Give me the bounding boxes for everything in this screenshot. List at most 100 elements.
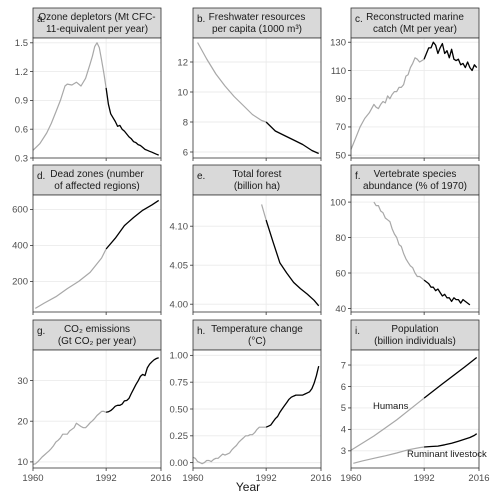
panel-border-h <box>192 349 322 469</box>
annotation-humans: Humans <box>373 401 409 412</box>
panel-letter-a: a. <box>37 14 45 25</box>
strip-e <box>192 164 322 196</box>
panel-letter-g: g. <box>37 326 45 337</box>
y-tick-label: 0.3 <box>15 153 28 164</box>
y-tick-label: 130 <box>330 38 346 49</box>
plot-area-a <box>33 38 161 158</box>
y-tick-label: 4.10 <box>170 222 189 233</box>
panel-a: Ozone depletors (Mt CFC-11-equivalent pe… <box>15 7 162 164</box>
series-line-c-1 <box>423 41 478 72</box>
panel-letter-h: h. <box>197 326 205 337</box>
series-line-i-0 <box>350 397 425 451</box>
strip-title-h-1: (°C) <box>248 336 266 347</box>
panel-letter-i: i. <box>355 326 360 337</box>
y-tick-label: 100 <box>330 197 346 208</box>
panel-border-i <box>350 349 480 469</box>
y-tick-label: 1.5 <box>15 38 28 49</box>
y-tick-label: 600 <box>12 205 28 216</box>
panel-letter-b: b. <box>197 14 205 25</box>
y-tick-label: 30 <box>17 376 28 387</box>
strip-f <box>350 164 480 196</box>
x-tick-label: 2016 <box>310 473 331 484</box>
series-line-a-0 <box>32 42 107 151</box>
series-line-g-1 <box>105 357 159 413</box>
plot-area-c <box>351 38 479 158</box>
plot-area-f <box>351 195 479 312</box>
strip-title-e-1: (billion ha) <box>234 181 280 192</box>
y-tick-label: 70 <box>335 122 346 133</box>
strip-title-b-1: per capita (1000 m³) <box>212 24 302 35</box>
series-line-e-0 <box>261 204 267 221</box>
y-tick-label: 12 <box>177 57 188 68</box>
y-tick-label: 10 <box>177 87 188 98</box>
y-tick-label: 4 <box>341 425 346 436</box>
strip-title-e-0: Total forest <box>233 169 282 180</box>
series-line-f-1 <box>423 279 471 306</box>
x-tick-label: 2016 <box>468 473 489 484</box>
strip-title-g-1: (Gt CO₂ per year) <box>58 336 136 347</box>
strip-title-h-0: Temperature change <box>211 324 303 335</box>
x-tick-label: 2016 <box>150 473 171 484</box>
series-line-d-0 <box>34 248 107 309</box>
x-tick-label: 1960 <box>182 473 203 484</box>
series-line-d-1 <box>105 199 160 250</box>
series-line-c-0 <box>350 57 425 150</box>
panel-border-a <box>32 37 162 159</box>
x-tick-label: 1960 <box>340 473 361 484</box>
y-tick-label: 6 <box>341 382 346 393</box>
series-line-i-1 <box>423 356 478 399</box>
x-tick-label: 1992 <box>256 473 277 484</box>
strip-b <box>192 7 322 39</box>
strip-title-b-0: Freshwater resources <box>209 12 306 23</box>
strip-title-a-1: 11-equivalent per year) <box>46 24 148 35</box>
plot-area-g <box>33 350 161 468</box>
y-tick-label: 0.25 <box>170 431 189 442</box>
y-tick-label: 90 <box>335 94 346 105</box>
y-tick-label: 7 <box>341 360 346 371</box>
series-line-i-3 <box>424 433 478 448</box>
y-tick-label: 3 <box>341 446 346 457</box>
y-tick-label: 4.00 <box>170 300 189 311</box>
series-line-g-0 <box>32 410 107 465</box>
panel-i: Population(billion individuals) i. 1960 199… <box>340 319 490 484</box>
strip-g <box>32 319 162 351</box>
strip-d <box>32 164 162 196</box>
series-line-b-0 <box>197 42 267 123</box>
panel-e: Total forest(billion ha) e. 4.00 4.05 4.10 <box>170 164 322 315</box>
y-tick-label: 400 <box>12 241 28 252</box>
panel-border-c <box>350 37 480 159</box>
strip-title-d-0: Dead zones (number <box>50 169 144 180</box>
y-tick-label: 80 <box>335 233 346 244</box>
y-tick-label: 50 <box>335 150 346 161</box>
y-tick-label: 0.00 <box>170 458 189 469</box>
y-tick-label: 10 <box>17 457 28 468</box>
x-tick-label: 1992 <box>414 473 435 484</box>
y-tick-label: 20 <box>17 417 28 428</box>
y-tick-label: 110 <box>331 66 346 77</box>
strip-title-d-1: of affected regions) <box>54 181 139 192</box>
strip-c <box>350 7 480 39</box>
panel-border-d <box>32 194 162 313</box>
panel-border-b <box>192 37 322 159</box>
series-line-h-0 <box>192 426 267 465</box>
y-tick-label: 1.00 <box>170 351 189 362</box>
panels-container: Ozone depletors (Mt CFC-11-equivalent pe… <box>12 7 490 484</box>
series-line-h-1 <box>265 365 320 428</box>
y-tick-label: 0.6 <box>15 125 28 136</box>
x-axis-title: Year <box>236 480 260 494</box>
panel-letter-c: c. <box>355 14 363 25</box>
strip-title-i-0: Population <box>391 324 438 335</box>
plot-area-d <box>33 195 161 312</box>
panel-border-g <box>32 349 162 469</box>
strip-title-c-1: catch (Mt per year) <box>373 24 457 35</box>
x-tick-label: 1960 <box>22 473 43 484</box>
series-line-b-1 <box>265 121 319 155</box>
series-line-f-0 <box>373 201 425 281</box>
y-tick-label: 0.75 <box>170 377 189 388</box>
y-tick-label: 40 <box>335 304 346 315</box>
panel-border-e <box>192 194 322 313</box>
strip-title-c-0: Reconstructed marine <box>366 12 464 23</box>
